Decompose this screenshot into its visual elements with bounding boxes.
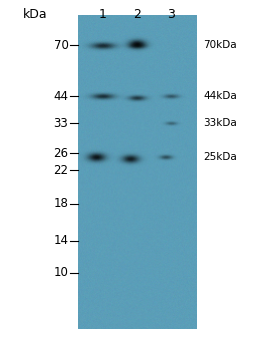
Text: 2: 2 — [133, 8, 141, 21]
Text: 18: 18 — [54, 197, 68, 210]
Text: 44: 44 — [54, 90, 68, 102]
Text: 14: 14 — [54, 235, 68, 247]
Text: 33: 33 — [54, 117, 68, 129]
Text: kDa: kDa — [23, 8, 48, 21]
Text: 10: 10 — [54, 267, 68, 279]
Text: 3: 3 — [167, 8, 175, 21]
Text: 33kDa: 33kDa — [204, 118, 237, 128]
Text: 1: 1 — [99, 8, 107, 21]
Text: 25kDa: 25kDa — [204, 152, 237, 162]
Text: 70: 70 — [54, 39, 68, 52]
Text: 22: 22 — [54, 164, 68, 177]
Text: 70kDa: 70kDa — [204, 40, 237, 51]
Text: 44kDa: 44kDa — [204, 91, 237, 101]
Text: 26: 26 — [54, 147, 68, 160]
